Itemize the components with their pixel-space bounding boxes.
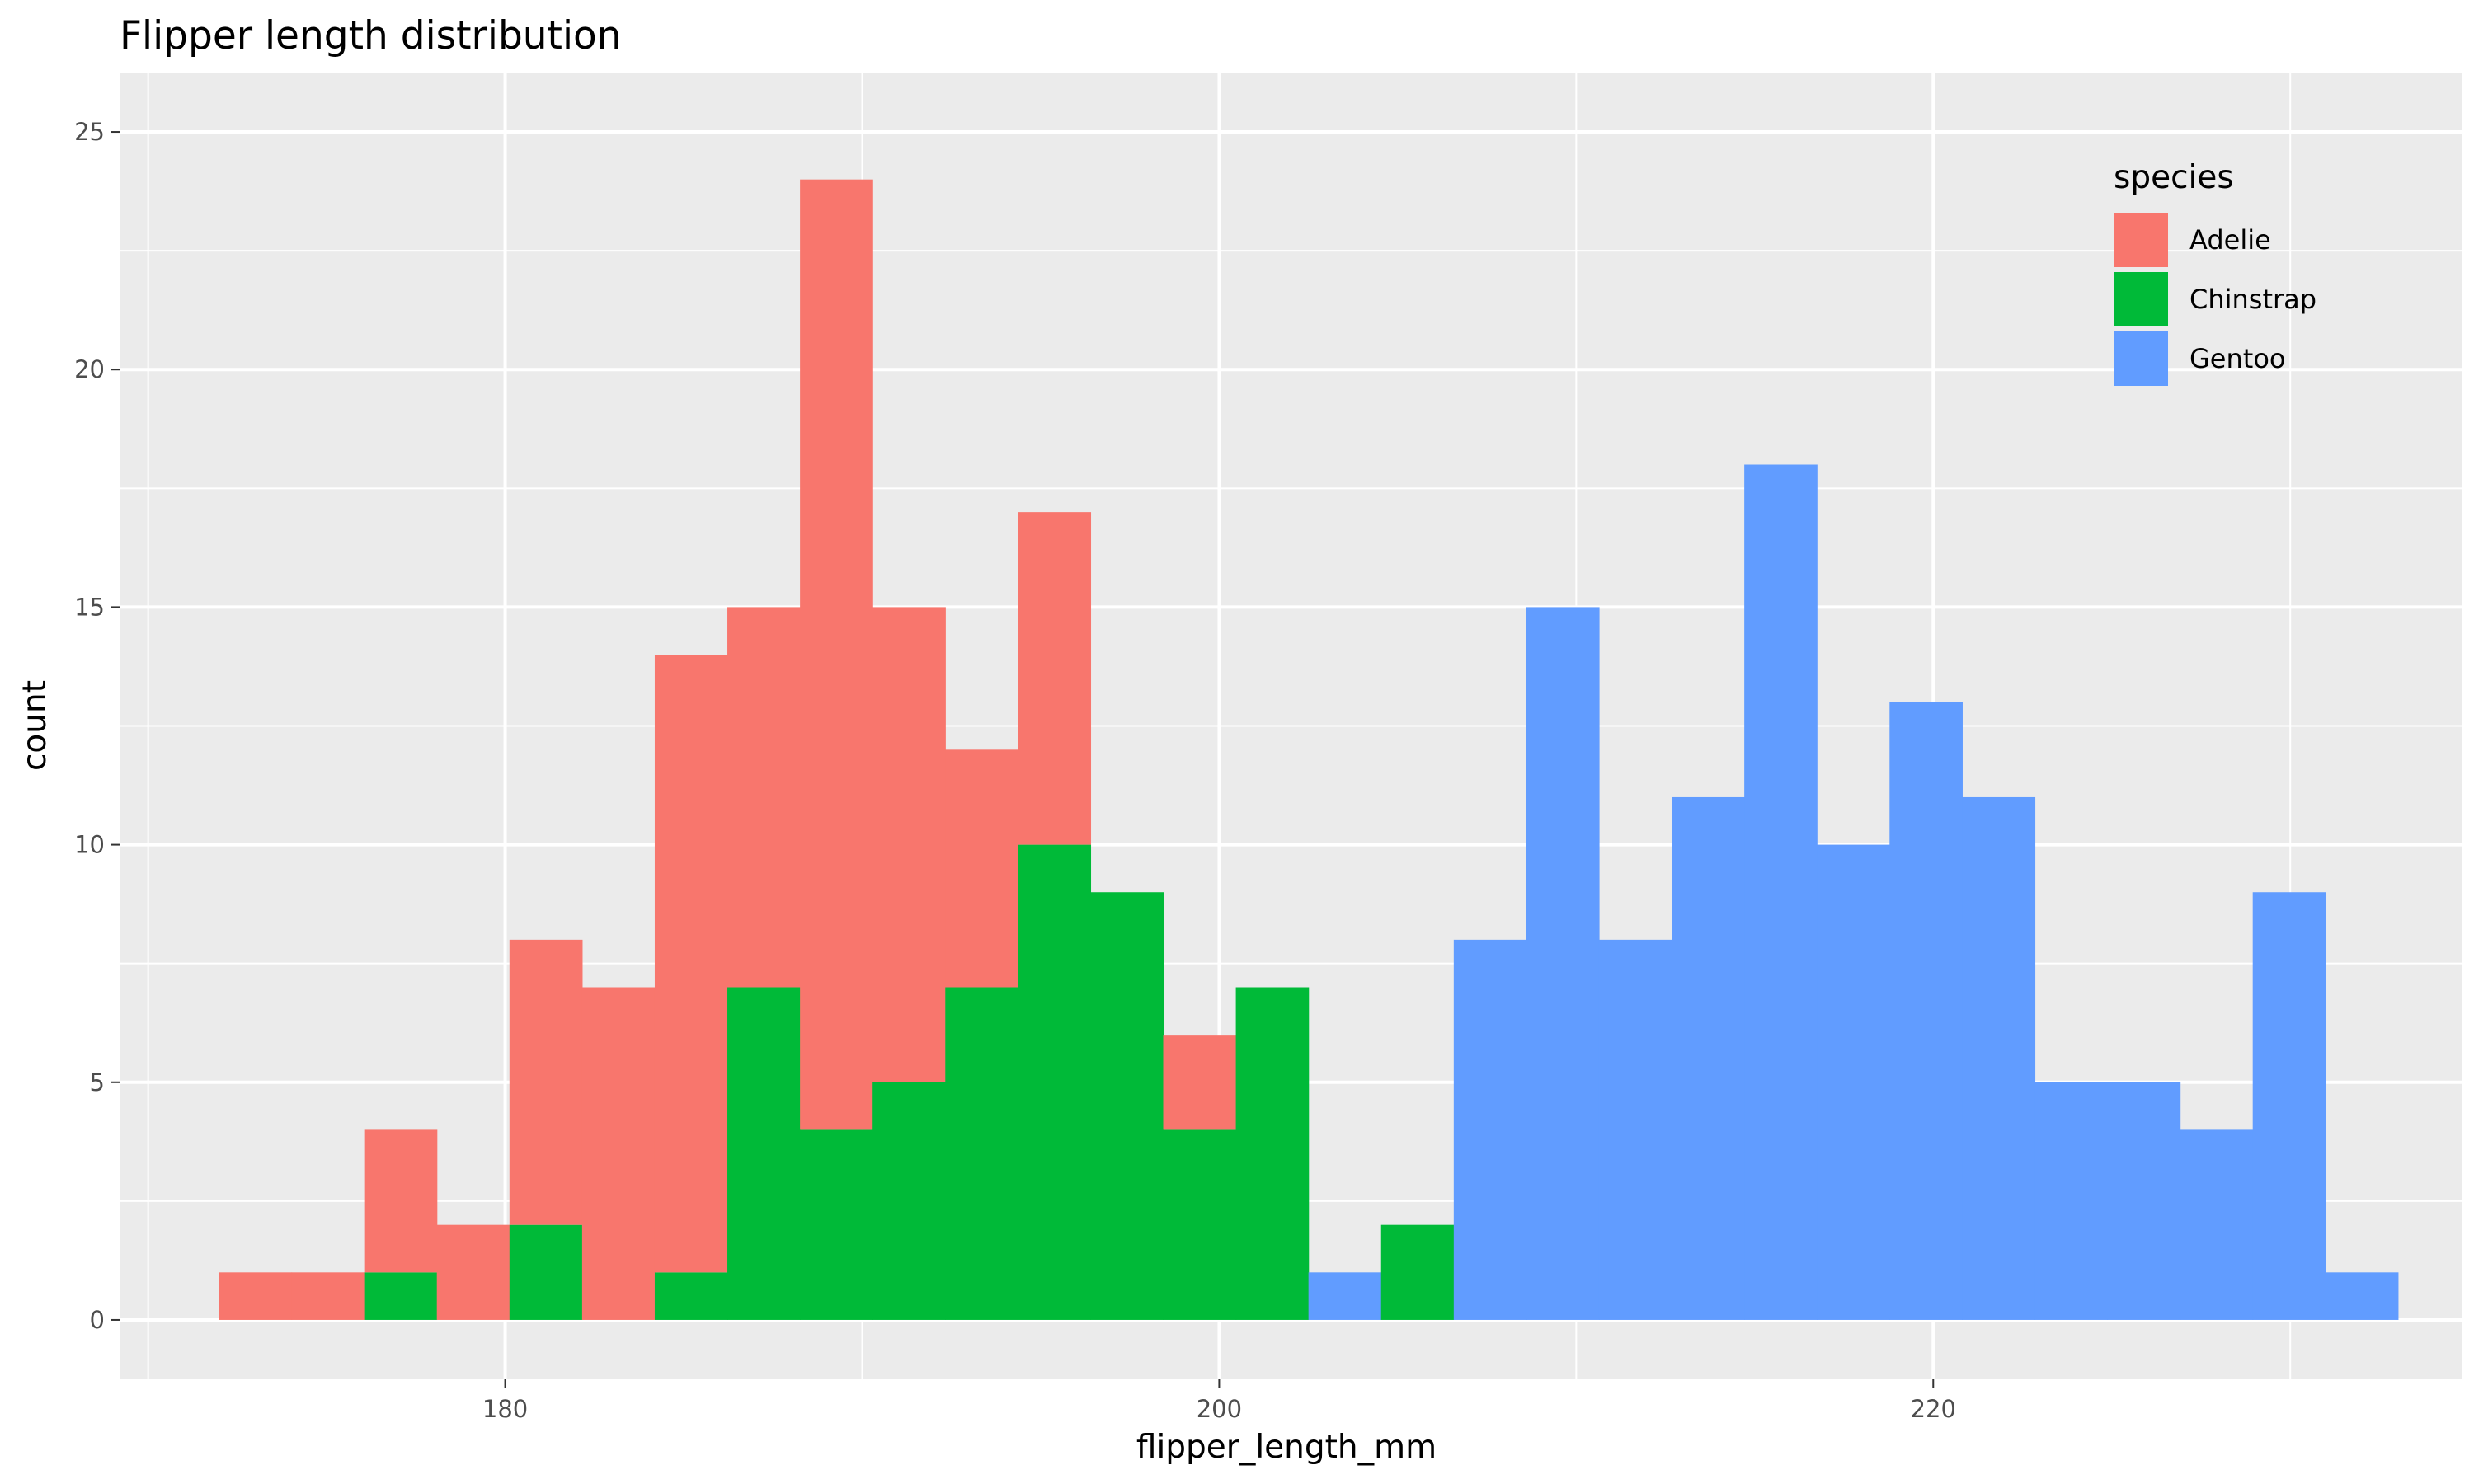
legend-key-chinstrap bbox=[2114, 272, 2168, 326]
bar-adelie bbox=[219, 1272, 293, 1320]
legend-items: Adelie Chinstrap Gentoo bbox=[2114, 213, 2316, 386]
chart-title: Flipper length distribution bbox=[120, 13, 622, 59]
legend: species Adelie Chinstrap Gentoo bbox=[2114, 159, 2316, 386]
bar-adelie bbox=[1163, 1035, 1237, 1130]
bar-chinstrap bbox=[364, 1272, 438, 1320]
y-tick-label: 5 bbox=[90, 1068, 105, 1097]
bar-adelie bbox=[364, 1129, 438, 1273]
bar-adelie bbox=[291, 1272, 365, 1320]
y-tick-label: 15 bbox=[74, 593, 105, 621]
bar-gentoo bbox=[1598, 939, 1672, 1320]
bar-chinstrap bbox=[1163, 1129, 1237, 1320]
x-tick-label: 200 bbox=[1197, 1395, 1242, 1423]
x-axis: 180 200 220 bbox=[482, 1379, 1956, 1423]
x-tick-label: 180 bbox=[482, 1395, 528, 1423]
bar-gentoo bbox=[1672, 796, 1745, 1320]
bar-adelie bbox=[872, 607, 946, 1082]
legend-label-chinstrap: Chinstrap bbox=[2189, 284, 2316, 315]
bar-adelie bbox=[581, 987, 656, 1320]
legend-key-gentoo bbox=[2114, 331, 2168, 386]
bar-gentoo bbox=[1744, 464, 1818, 1320]
y-axis: 0 5 10 15 20 25 bbox=[74, 118, 120, 1334]
bar-gentoo bbox=[1453, 939, 1527, 1320]
y-tick-label: 10 bbox=[74, 831, 105, 859]
y-axis-title: count bbox=[16, 680, 54, 771]
bar-chinstrap bbox=[654, 1272, 728, 1320]
bar-gentoo bbox=[2252, 892, 2326, 1320]
bar-adelie bbox=[800, 179, 873, 1130]
bar-gentoo bbox=[1308, 1272, 1382, 1320]
bar-adelie bbox=[509, 939, 583, 1225]
bar-chinstrap bbox=[872, 1082, 946, 1320]
y-tick-label: 25 bbox=[74, 118, 105, 146]
x-tick-label: 220 bbox=[1911, 1395, 1956, 1423]
bar-chinstrap bbox=[1018, 844, 1092, 1320]
bar-gentoo bbox=[2180, 1129, 2254, 1320]
bar-adelie bbox=[1018, 512, 1092, 845]
y-tick-label: 0 bbox=[90, 1306, 105, 1334]
legend-label-adelie: Adelie bbox=[2189, 224, 2271, 256]
bar-adelie bbox=[654, 655, 728, 1273]
legend-label-gentoo: Gentoo bbox=[2189, 343, 2285, 374]
bar-chinstrap bbox=[509, 1224, 583, 1320]
bar-chinstrap bbox=[1235, 987, 1310, 1320]
bar-adelie bbox=[727, 607, 801, 988]
histogram-bars bbox=[219, 179, 2399, 1320]
legend-title: species bbox=[2114, 159, 2234, 196]
bar-gentoo bbox=[2107, 1082, 2181, 1320]
bar-chinstrap bbox=[1380, 1224, 1455, 1320]
bar-chinstrap bbox=[727, 987, 801, 1320]
y-tick-label: 20 bbox=[74, 355, 105, 383]
bar-adelie bbox=[436, 1224, 510, 1320]
bar-gentoo bbox=[1817, 844, 1890, 1320]
x-axis-title: flipper_length_mm bbox=[1136, 1429, 1437, 1466]
legend-key-adelie bbox=[2114, 213, 2168, 267]
bar-gentoo bbox=[1526, 607, 1600, 1320]
bar-gentoo bbox=[2034, 1082, 2109, 1320]
bar-chinstrap bbox=[800, 1129, 873, 1320]
bar-gentoo bbox=[1889, 702, 1963, 1320]
bar-adelie bbox=[945, 749, 1018, 988]
bar-chinstrap bbox=[945, 987, 1018, 1320]
bar-gentoo bbox=[1962, 796, 2036, 1320]
bar-chinstrap bbox=[1090, 892, 1164, 1320]
bar-gentoo bbox=[2325, 1272, 2399, 1320]
